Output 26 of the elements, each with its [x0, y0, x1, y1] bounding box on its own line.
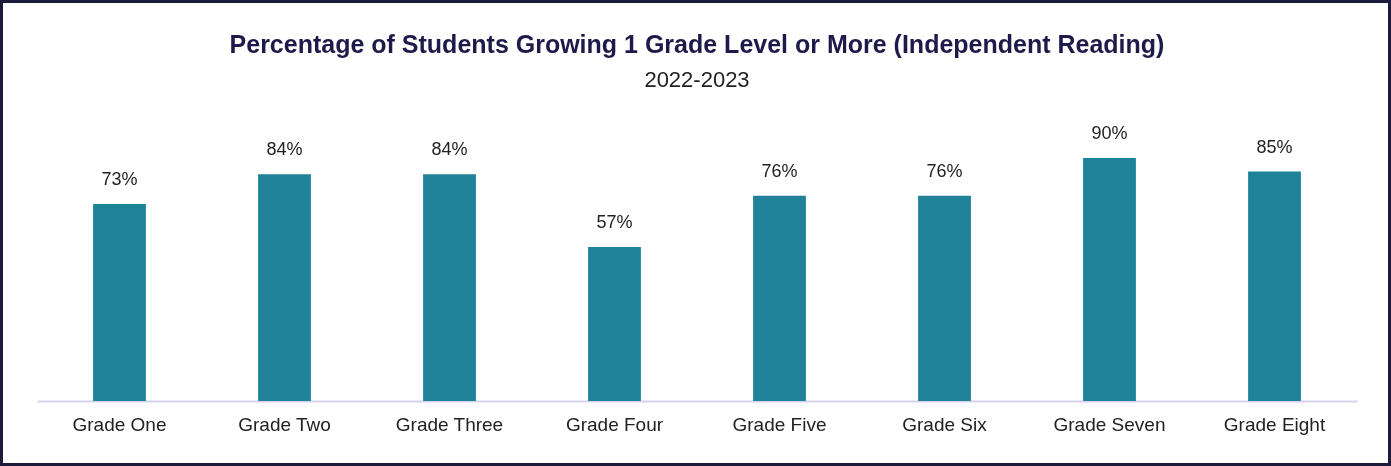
bar [423, 174, 476, 401]
data-label: 85% [1256, 136, 1293, 157]
x-tick-label: Grade One [72, 413, 167, 435]
x-tick-label: Grade Five [732, 413, 827, 435]
bar [258, 174, 311, 401]
bar [753, 195, 806, 401]
data-label: 84% [266, 139, 303, 160]
bar [918, 195, 971, 401]
chart-title: Percentage of Students Growing 1 Grade Level or More (Independent Reading) [229, 30, 1165, 58]
x-tick-label: Grade Three [395, 413, 504, 435]
data-label: 76% [926, 160, 963, 181]
bar [1248, 171, 1301, 401]
data-label: 76% [761, 160, 798, 181]
chart-subtitle: 2022-2023 [644, 67, 750, 92]
x-tick-label: Grade Two [238, 413, 331, 435]
data-label: 73% [101, 168, 138, 189]
bar [93, 203, 146, 401]
data-label: 57% [596, 212, 633, 233]
data-label: 84% [431, 139, 468, 160]
data-label: 90% [1091, 123, 1128, 143]
x-tick-label: Grade Six [902, 413, 988, 435]
x-tick-label: Grade Eight [1223, 413, 1326, 435]
bar [588, 247, 641, 401]
bar [1083, 158, 1136, 401]
x-tick-label: Grade Four [565, 413, 664, 435]
x-tick-label: Grade Seven [1053, 413, 1166, 435]
